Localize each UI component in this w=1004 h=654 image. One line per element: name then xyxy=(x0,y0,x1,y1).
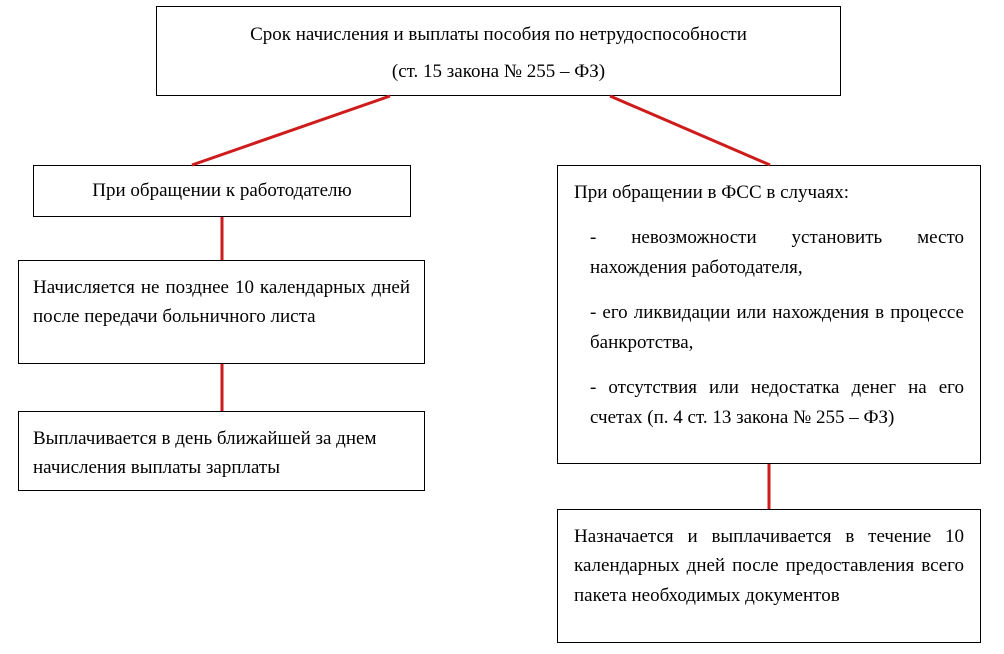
left-node-3: Выплачивается в день ближайшей за днем н… xyxy=(18,411,425,491)
left-node-3-text: Выплачивается в день ближайшей за днем н… xyxy=(33,428,376,478)
root-subtitle: (ст. 15 закона № 255 – ФЗ) xyxy=(167,56,830,87)
root-box: Срок начисления и выплаты пособия по нет… xyxy=(156,6,841,96)
right-node-1-bullet3: - отсутствия или недостатка денег на его… xyxy=(574,373,964,432)
left-node-2: Начисляется не позднее 10 календарных дн… xyxy=(18,260,425,364)
right-node-1-header: При обращении в ФСС в случаях: xyxy=(574,178,964,207)
right-node-1-bullet1: - невозможности установить место нахожде… xyxy=(574,223,964,282)
right-node-2: Назначается и выплачивается в течение 10… xyxy=(557,509,981,643)
left-node-1: При обращении к работодателю xyxy=(33,165,411,217)
left-node-1-text: При обращении к работодателю xyxy=(92,180,351,201)
edge-root-left xyxy=(192,96,390,165)
right-node-1-bullet2: - его ликвидации или нахождения в процес… xyxy=(574,298,964,357)
left-node-2-text: Начисляется не позднее 10 календарных дн… xyxy=(33,273,410,332)
right-node-1: При обращении в ФСС в случаях: - невозмо… xyxy=(557,165,981,464)
edge-root-right xyxy=(610,96,770,165)
root-title: Срок начисления и выплаты пособия по нет… xyxy=(167,19,830,50)
right-node-2-text: Назначается и выплачивается в течение 10… xyxy=(574,522,964,610)
